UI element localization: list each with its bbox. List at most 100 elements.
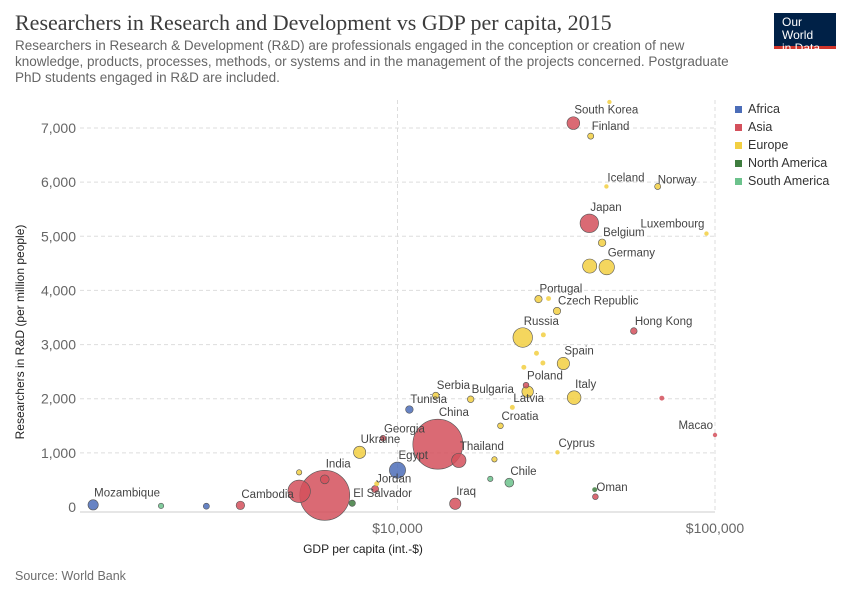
point-label: El Salvador — [353, 488, 412, 500]
point-label: Italy — [575, 379, 596, 391]
point-label: Croatia — [501, 411, 539, 423]
y-tick-label: 5,000 — [41, 228, 76, 244]
point-label: Hong Kong — [635, 316, 693, 328]
data-point[interactable] — [522, 381, 530, 389]
y-tick-label: 7,000 — [41, 120, 76, 136]
data-point[interactable] — [389, 461, 406, 479]
point-label: Latvia — [513, 393, 544, 405]
x-tick-label: $10,000 — [372, 520, 423, 536]
point-label: Russia — [524, 316, 560, 328]
grid-lines — [80, 100, 716, 513]
y-tick-label: 3,000 — [41, 337, 76, 353]
point-label: Macao — [678, 420, 713, 432]
point-label: Czech Republic — [558, 295, 639, 307]
data-point[interactable] — [320, 474, 330, 485]
data-point[interactable] — [379, 435, 387, 442]
data-point[interactable] — [487, 475, 494, 482]
data-point[interactable] — [704, 231, 709, 236]
data-point[interactable] — [451, 452, 467, 468]
point-label: Poland — [527, 370, 563, 382]
data-point[interactable] — [467, 395, 475, 403]
data-point[interactable] — [598, 259, 615, 276]
y-axis-label: Researchers in R&D (per million people) — [13, 225, 27, 440]
data-point[interactable] — [235, 500, 245, 510]
point-label: South Korea — [574, 105, 639, 117]
point-label: Finland — [592, 121, 630, 133]
data-point[interactable] — [534, 350, 539, 356]
logo-line-1: Our World — [782, 15, 814, 42]
data-point[interactable] — [555, 450, 560, 455]
owid-logo[interactable]: Our World in Data — [774, 13, 836, 55]
legend-item[interactable]: Asia — [735, 118, 829, 136]
data-points — [87, 99, 718, 521]
legend: Africa Asia Europe North America South Ameri… — [735, 100, 829, 190]
point-label: Egypt — [399, 450, 429, 462]
point-label: Mozambique — [94, 488, 160, 500]
data-point[interactable] — [598, 238, 607, 247]
y-tick-label: 1,000 — [41, 445, 76, 461]
data-point[interactable] — [348, 499, 356, 507]
data-point[interactable] — [582, 258, 598, 274]
data-point[interactable] — [534, 295, 543, 304]
data-point[interactable] — [540, 360, 546, 366]
data-point[interactable] — [432, 391, 440, 400]
data-point[interactable] — [353, 445, 367, 459]
legend-label: North America — [748, 156, 828, 170]
data-point[interactable] — [287, 479, 311, 503]
data-point[interactable] — [497, 422, 504, 429]
data-point[interactable] — [509, 404, 515, 410]
data-point[interactable] — [654, 183, 662, 190]
data-point[interactable] — [87, 499, 99, 511]
data-point[interactable] — [556, 357, 570, 371]
data-point[interactable] — [158, 502, 165, 509]
point-label: Spain — [564, 345, 593, 357]
data-point[interactable] — [659, 395, 665, 401]
point-label: Iraq — [456, 486, 476, 498]
data-point[interactable] — [296, 469, 303, 476]
data-point[interactable] — [712, 432, 718, 438]
data-point[interactable] — [604, 184, 609, 189]
legend-item[interactable]: North America — [735, 154, 829, 172]
legend-item[interactable]: South America — [735, 172, 829, 190]
legend-label: Asia — [748, 120, 773, 134]
point-label: Ukraine — [361, 434, 401, 446]
y-tick-label: 6,000 — [41, 174, 76, 190]
data-point[interactable] — [592, 487, 598, 493]
data-point[interactable] — [579, 213, 599, 233]
data-point[interactable] — [504, 477, 515, 488]
data-point[interactable] — [587, 132, 595, 140]
data-point[interactable] — [512, 327, 533, 348]
point-label: Jordan — [376, 474, 411, 486]
point-label: Cyprus — [558, 438, 595, 450]
point-label: Luxembourg — [641, 219, 705, 231]
x-axis-label: GDP per capita (int.-$) — [303, 542, 423, 556]
point-label: Thailand — [460, 441, 504, 453]
data-point[interactable] — [546, 296, 552, 302]
point-label: Georgia — [384, 423, 426, 435]
legend-label: South America — [748, 174, 830, 188]
data-point[interactable] — [491, 456, 498, 463]
data-point[interactable] — [566, 116, 581, 130]
data-point[interactable] — [449, 497, 462, 510]
legend-label: Europe — [748, 138, 789, 152]
data-point[interactable] — [540, 332, 546, 338]
data-point[interactable] — [592, 493, 599, 500]
data-point[interactable] — [607, 99, 612, 105]
chart-title: Researchers in Research and Development … — [15, 10, 612, 35]
data-point[interactable] — [566, 390, 582, 405]
data-point[interactable] — [553, 307, 562, 315]
data-point[interactable] — [521, 364, 527, 370]
point-labels: Mozambique Cambodia India El Salvador Jordan… — [94, 105, 713, 501]
legend-label: Africa — [748, 102, 780, 116]
data-point[interactable] — [630, 327, 638, 335]
source-note: Source: World Bank — [15, 569, 126, 583]
legend-item[interactable]: Africa — [735, 100, 829, 118]
legend-item[interactable]: Europe — [735, 136, 829, 154]
point-label: Japan — [590, 202, 621, 214]
data-point[interactable] — [405, 405, 414, 414]
data-point[interactable] — [412, 418, 464, 470]
data-point[interactable] — [203, 502, 210, 510]
data-point[interactable] — [374, 481, 380, 487]
point-label: Cambodia — [241, 489, 294, 501]
